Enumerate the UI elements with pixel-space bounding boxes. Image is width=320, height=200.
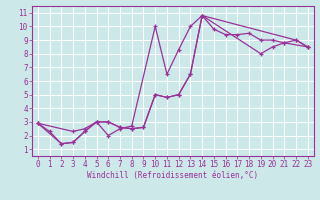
X-axis label: Windchill (Refroidissement éolien,°C): Windchill (Refroidissement éolien,°C) xyxy=(87,171,258,180)
